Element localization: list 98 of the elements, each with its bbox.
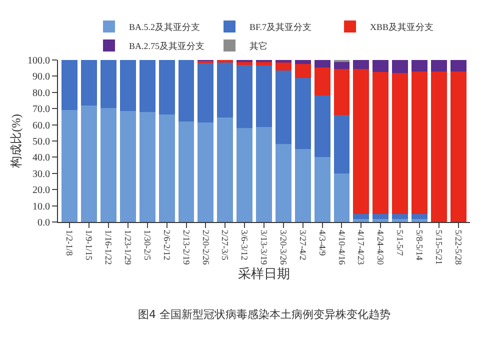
bar [392,72,408,214]
bar [275,70,292,144]
y-tick-label: 10.0 [32,201,50,212]
bar [158,114,175,222]
bar [372,72,389,214]
x-tick-label: 5/22-5/28 [453,230,464,266]
bar [392,218,408,222]
x-tick-label: 1/30-2/5 [142,230,152,261]
bar [334,68,350,116]
bar [430,71,447,222]
y-tick-label: 40.0 [32,152,50,164]
bar [412,60,428,72]
bar [62,110,78,222]
x-tick-label: 1/23-1/29 [123,230,134,266]
bar [353,218,370,222]
y-tick-label: 60.0 [32,120,50,132]
legend-label: 其它 [250,41,268,52]
bar [412,71,428,214]
x-tick-label: 2/13-2/19 [181,230,192,266]
bar [275,62,292,71]
bar [334,173,350,222]
bar [236,62,253,65]
x-tick-label: 4/17-4/23 [356,230,366,266]
x-tick-label: 3/20-3/26 [278,230,289,266]
legend-label: BA.2.75及其亚分支 [129,41,205,52]
bar [294,64,311,78]
bar [314,96,330,158]
bar [217,62,234,118]
bar [139,112,156,222]
legend-label: XBB及其亚分支 [370,22,434,32]
y-tick-label: 0.0 [38,218,50,228]
x-axis-title: 采样日期 [238,266,290,281]
bar [178,122,194,222]
bar [353,214,370,219]
bar [62,60,78,110]
bar [372,214,389,219]
bar [120,111,136,222]
bar [294,149,311,222]
x-tick-label: 2/6-2/12 [162,230,172,260]
y-tick-label: 20.0 [32,185,50,196]
bar [81,105,98,222]
bar [450,71,466,222]
bar [314,157,330,222]
bar [256,127,272,222]
bar [314,60,330,68]
bar [412,214,428,219]
bar [120,60,136,112]
x-tick-label: 5/8-5/14 [414,230,425,261]
bar [334,115,350,174]
y-tick-label: 50.0 [32,136,50,148]
bar [198,62,214,122]
x-tick-label: 3/27-4/2 [298,230,308,260]
caption: 图4 全国新型冠状病毒感染本土病例变异株变化趋势 [138,308,390,321]
x-tick-label: 2/27-3/5 [220,230,230,261]
bar [372,218,389,222]
bar [256,66,272,128]
bar [236,64,253,128]
bar [198,122,214,222]
bar [236,128,253,222]
bar [178,60,194,122]
bar [372,60,389,72]
legend-label: BA.5.2及其亚分支 [129,22,200,32]
x-tick-label: 5/1-5/7 [395,230,406,256]
bar [450,60,466,72]
bar [81,60,98,106]
bar [275,144,292,222]
x-tick-label: 4/24-4/30 [376,230,386,266]
bar [139,60,156,112]
y-tick-label: 70.0 [32,104,50,116]
x-tick-label: 1/9-1/15 [84,230,94,261]
x-tick-label: 4/3-4/9 [317,230,328,256]
bar [412,218,428,222]
bar [392,60,408,73]
bar [158,60,175,114]
bar [100,60,116,108]
bar [294,78,311,150]
bar [334,62,350,69]
bar [392,214,408,219]
x-tick-label: 1/16-1/22 [104,230,114,265]
y-tick-label: 90.0 [32,72,50,83]
y-tick-label: 80.0 [32,88,50,99]
bar [430,60,447,72]
x-tick-label: 2/20-2/26 [200,230,211,266]
bar [217,118,234,222]
bar [294,60,311,64]
y-tick-label: 30.0 [32,168,50,180]
legend-label: BF.7及其亚分支 [250,22,312,32]
y-axis-title: 构成比(%) [8,114,23,169]
x-tick-label: 3/6-3/12 [240,230,250,260]
y-tick-label: 100.0 [28,56,50,66]
bar [100,108,116,222]
bar [353,60,370,69]
bar [314,67,330,96]
x-tick-label: 5/15-5/21 [434,230,444,265]
bar [353,68,370,214]
x-tick-label: 3/13-3/19 [259,230,270,266]
x-tick-label: 1/2-1/8 [64,230,75,256]
x-tick-label: 4/10-4/16 [336,230,347,266]
